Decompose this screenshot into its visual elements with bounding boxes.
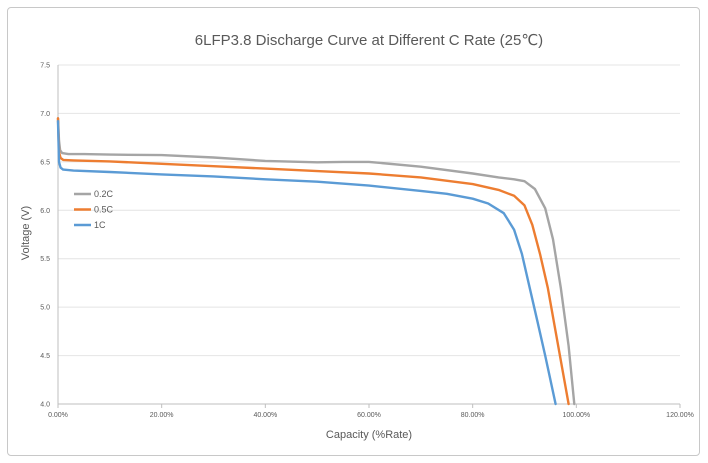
y-tick-label: 6.5 <box>40 159 50 166</box>
x-axis-label: Capacity (%Rate) <box>326 429 412 441</box>
series-lines <box>56 117 576 406</box>
y-tick-label: 5.5 <box>40 256 50 263</box>
y-tick-label: 7.5 <box>40 63 50 70</box>
x-tick-label: 80.00% <box>461 412 485 419</box>
x-tick-labels: 0.00% 20.00% 40.00% 60.00% 80.00% 100.00% 120.… <box>48 404 694 419</box>
y-tick-label: 6.0 <box>40 208 50 215</box>
y-tick-label: 5.0 <box>40 305 50 312</box>
series-line-0.5C <box>56 117 570 406</box>
legend-label-1C: 1C <box>94 220 106 230</box>
x-tick-label: 40.00% <box>253 412 277 419</box>
chart-title: 6LFP3.8 Discharge Curve at Different C R… <box>195 32 543 49</box>
legend-label-0.5C: 0.5C <box>94 205 114 215</box>
legend: 0.2C 0.5C 1C <box>74 189 114 230</box>
x-tick-label: 100.00% <box>563 412 591 419</box>
x-tick-label: 60.00% <box>357 412 381 419</box>
y-tick-label: 4.0 <box>40 402 50 409</box>
x-tick-label: 120.00% <box>666 412 694 419</box>
x-tick-label: 20.00% <box>150 412 174 419</box>
x-tick-label: 0.00% <box>48 412 68 419</box>
y-tick-label: 7.0 <box>40 111 50 118</box>
axes <box>57 65 680 405</box>
chart-area <box>7 7 700 456</box>
series-line-1C <box>56 120 557 406</box>
gridlines <box>58 64 680 357</box>
y-tick-label: 4.5 <box>40 353 50 360</box>
series-line-0.2C <box>56 117 576 406</box>
y-axis-label: Voltage (V) <box>20 206 32 260</box>
legend-label-0.2C: 0.2C <box>94 189 114 199</box>
y-tick-labels: 4.0 4.5 5.0 5.5 6.0 6.5 7.0 7.5 <box>40 63 50 409</box>
